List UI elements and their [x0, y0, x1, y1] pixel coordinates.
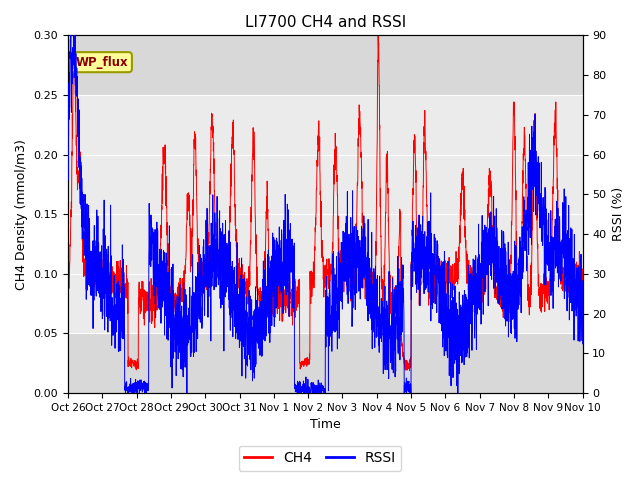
X-axis label: Time: Time: [310, 419, 340, 432]
Legend: CH4, RSSI: CH4, RSSI: [239, 445, 401, 471]
Title: LI7700 CH4 and RSSI: LI7700 CH4 and RSSI: [244, 15, 406, 30]
Bar: [68, 95, 582, 334]
Y-axis label: RSSI (%): RSSI (%): [612, 187, 625, 241]
Text: WP_flux: WP_flux: [76, 56, 129, 69]
Y-axis label: CH4 Density (mmol/m3): CH4 Density (mmol/m3): [15, 139, 28, 289]
